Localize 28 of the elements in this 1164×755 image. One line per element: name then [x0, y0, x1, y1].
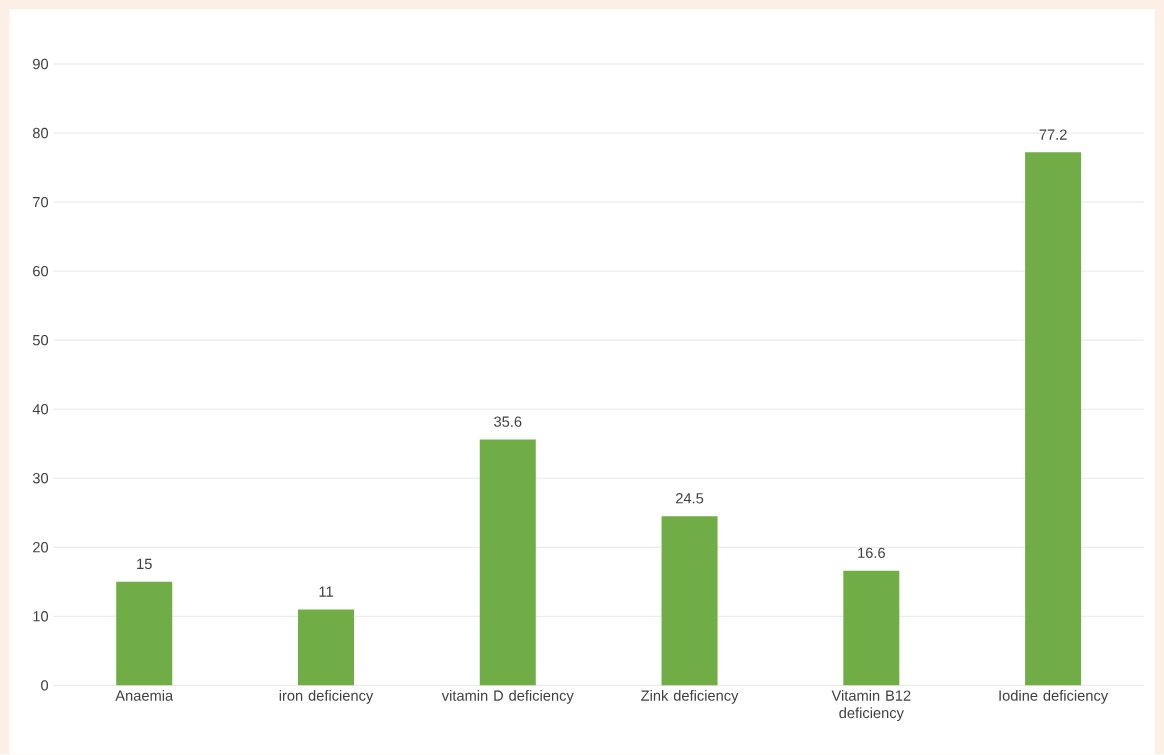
y-tick-label: 10	[33, 611, 49, 622]
y-tick-label: 0	[41, 680, 49, 691]
x-tick-label: iron deficiency	[279, 690, 374, 704]
y-tick-label: 60	[33, 266, 49, 277]
bar	[661, 516, 718, 686]
data-label: 15	[137, 559, 152, 570]
y-tick-label: 50	[32, 335, 49, 346]
x-tick-label: Anaemia	[115, 690, 174, 701]
x-tick-label: Iodine deficiency	[999, 690, 1109, 704]
y-tick-label: 40	[32, 404, 49, 415]
bar	[1025, 152, 1082, 686]
y-tick-label: 80	[32, 128, 49, 139]
x-tick-label: Zink deficiency	[641, 690, 739, 704]
y-tick-label: 90	[33, 58, 49, 70]
data-label: 24.5	[676, 493, 704, 504]
y-tick-label: 20	[33, 542, 49, 553]
y-tick-label: 30	[32, 473, 49, 484]
data-label: 35.6	[494, 416, 522, 428]
y-tick-label: 70	[33, 197, 49, 208]
bar	[843, 570, 900, 686]
bar	[116, 581, 173, 686]
data-label: 11	[319, 586, 333, 597]
x-tick-label: vitamin D deficiency	[441, 690, 574, 704]
bar	[298, 609, 355, 686]
bar	[479, 439, 536, 686]
data-label: 77.2	[1039, 129, 1067, 140]
data-label: 16.6	[858, 547, 885, 559]
x-tick-label: Vitamin B12 deficiency	[831, 690, 911, 722]
